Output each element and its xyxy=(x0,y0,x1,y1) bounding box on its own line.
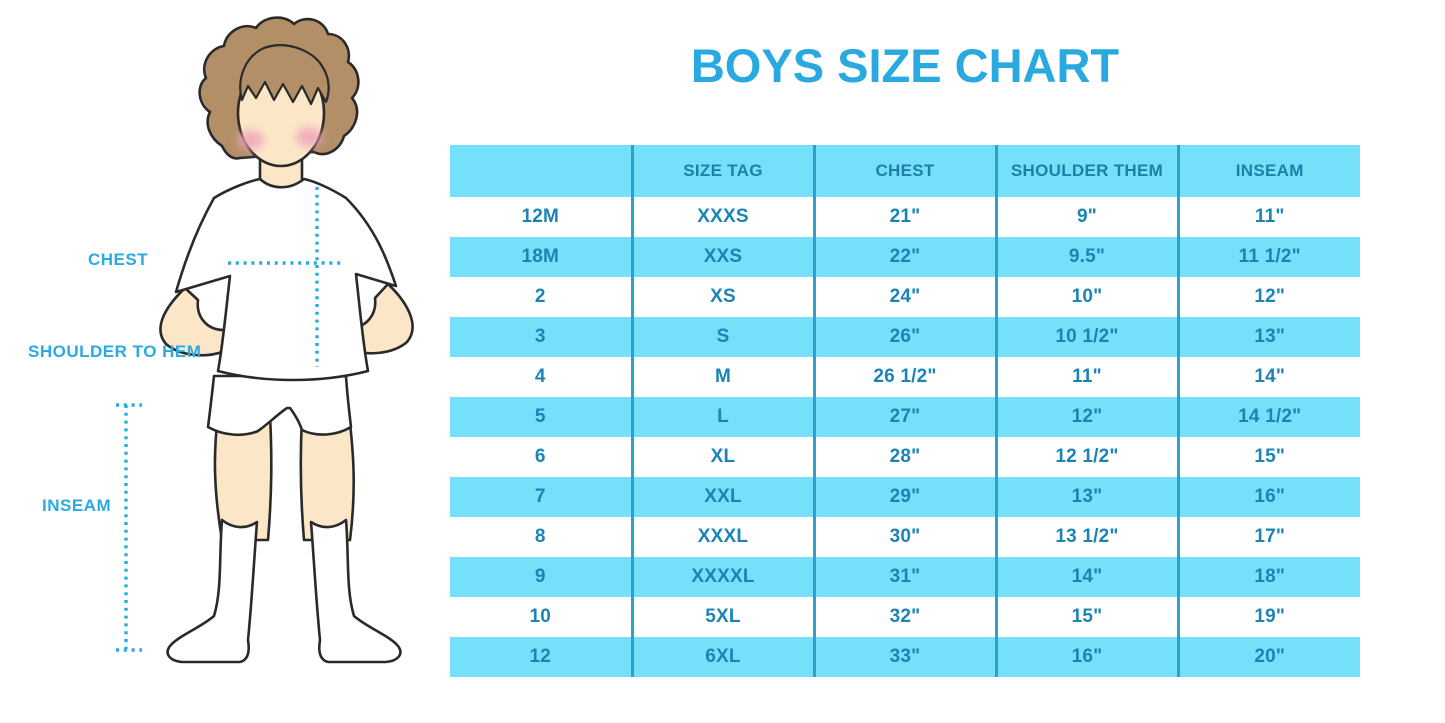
table-row: 2 XS 24" 10" 12" xyxy=(450,277,1360,317)
table-cell: 12" xyxy=(1176,277,1360,317)
table-cell: 15" xyxy=(1176,437,1360,477)
size-cell: 7 xyxy=(450,477,632,517)
table-cell: 27" xyxy=(812,397,996,437)
size-cell: 6 xyxy=(450,437,632,477)
table-cell: 31" xyxy=(812,557,996,597)
right-cheek xyxy=(296,127,322,147)
table-cell: 13 1/2" xyxy=(994,517,1178,557)
table-cell: 20" xyxy=(1176,637,1360,677)
header-cell-shoulder-them: SHOULDER THEM xyxy=(994,145,1178,197)
size-cell: 5 xyxy=(450,397,632,437)
boy-illustration xyxy=(116,16,414,664)
table-cell: 10" xyxy=(994,277,1178,317)
table-row: 8 XXXL 30" 13 1/2" 17" xyxy=(450,517,1360,557)
page-title: BOYS SIZE CHART xyxy=(690,39,1120,92)
table-cell: 33" xyxy=(812,637,996,677)
table-cell: 9.5" xyxy=(994,237,1178,277)
table-cell: 13" xyxy=(994,477,1178,517)
table-cell: 18" xyxy=(1176,557,1360,597)
table-cell: 14 1/2" xyxy=(1176,397,1360,437)
table-cell: 30" xyxy=(812,517,996,557)
table-cell: 22" xyxy=(812,237,996,277)
size-cell: 2 xyxy=(450,277,632,317)
table-cell: L xyxy=(630,397,814,437)
table-row: 6 XL 28" 12 1/2" 15" xyxy=(450,437,1360,477)
table-cell: XXS xyxy=(630,237,814,277)
table-cell: 13" xyxy=(1176,317,1360,357)
table-cell: 11" xyxy=(994,357,1178,397)
table-row: 5 L 27" 12" 14 1/2" xyxy=(450,397,1360,437)
table-cell: 11" xyxy=(1176,197,1360,237)
table-cell: 11 1/2" xyxy=(1176,237,1360,277)
measurement-diagram: CHEST SHOULDER TO HEM INSEAM xyxy=(0,0,450,723)
left-cheek xyxy=(238,130,264,150)
table-cell: XXL xyxy=(630,477,814,517)
t-shirt xyxy=(174,177,398,382)
table-cell: 28" xyxy=(812,437,996,477)
right-sock xyxy=(309,518,402,664)
table-cell: 14" xyxy=(994,557,1178,597)
table-cell: 5XL xyxy=(630,597,814,637)
table-cell: 21" xyxy=(812,197,996,237)
table-cell: 32" xyxy=(812,597,996,637)
table-cell: 6XL xyxy=(630,637,814,677)
table-row: 3 S 26" 10 1/2" 13" xyxy=(450,317,1360,357)
size-cell: 12M xyxy=(450,197,632,237)
table-header-row: SIZE TAG CHEST SHOULDER THEM INSEAM xyxy=(450,145,1360,197)
table-cell: 16" xyxy=(994,637,1178,677)
size-table-body: 12M XXXS 21" 9" 11" 18M XXS 22" 9.5" 11 1/2" 2 XS 24… xyxy=(450,197,1360,677)
table-cell: 14" xyxy=(1176,357,1360,397)
table-cell: 16" xyxy=(1176,477,1360,517)
table-row: 12M XXXS 21" 9" 11" xyxy=(450,197,1360,237)
header-cell-size-tag: SIZE TAG xyxy=(630,145,814,197)
table-cell: 24" xyxy=(812,277,996,317)
table-cell: 12 1/2" xyxy=(994,437,1178,477)
table-cell: 26" xyxy=(812,317,996,357)
inseam-label: INSEAM xyxy=(42,496,112,515)
size-cell: 8 xyxy=(450,517,632,557)
table-cell: S xyxy=(630,317,814,357)
shorts xyxy=(206,374,353,437)
table-cell: XL xyxy=(630,437,814,477)
table-cell: 15" xyxy=(994,597,1178,637)
chest-label: CHEST xyxy=(88,250,149,269)
table-cell: 12" xyxy=(994,397,1178,437)
table-row: 12 6XL 33" 16" 20" xyxy=(450,637,1360,677)
shoulder-to-hem-label: SHOULDER TO HEM xyxy=(28,342,202,361)
size-table: SIZE TAG CHEST SHOULDER THEM INSEAM 12M X… xyxy=(450,145,1360,677)
size-cell: 12 xyxy=(450,637,632,677)
left-leg xyxy=(213,413,273,542)
table-row: 9 XXXXL 31" 14" 18" xyxy=(450,557,1360,597)
header-cell-inseam: INSEAM xyxy=(1176,145,1360,197)
right-leg xyxy=(299,413,355,542)
table-cell: XXXXL xyxy=(630,557,814,597)
table-cell: 10 1/2" xyxy=(994,317,1178,357)
header-cell-blank xyxy=(450,145,632,197)
left-sock xyxy=(166,518,259,664)
left-arm xyxy=(159,286,226,357)
size-cell: 4 xyxy=(450,357,632,397)
table-row: 10 5XL 32" 15" 19" xyxy=(450,597,1360,637)
table-row: 18M XXS 22" 9.5" 11 1/2" xyxy=(450,237,1360,277)
table-cell: 29" xyxy=(812,477,996,517)
right-arm xyxy=(347,282,414,355)
table-cell: 26 1/2" xyxy=(812,357,996,397)
table-row: 7 XXL 29" 13" 16" xyxy=(450,477,1360,517)
hair-fringe xyxy=(239,44,330,106)
table-cell: 9" xyxy=(994,197,1178,237)
size-cell: 9 xyxy=(450,557,632,597)
header-cell-chest: CHEST xyxy=(812,145,996,197)
size-cell: 18M xyxy=(450,237,632,277)
table-cell: M xyxy=(630,357,814,397)
table-cell: 19" xyxy=(1176,597,1360,637)
table-cell: XXXS xyxy=(630,197,814,237)
table-cell: XS xyxy=(630,277,814,317)
table-cell: XXXL xyxy=(630,517,814,557)
size-cell: 3 xyxy=(450,317,632,357)
table-cell: 17" xyxy=(1176,517,1360,557)
table-row: 4 M 26 1/2" 11" 14" xyxy=(450,357,1360,397)
size-cell: 10 xyxy=(450,597,632,637)
